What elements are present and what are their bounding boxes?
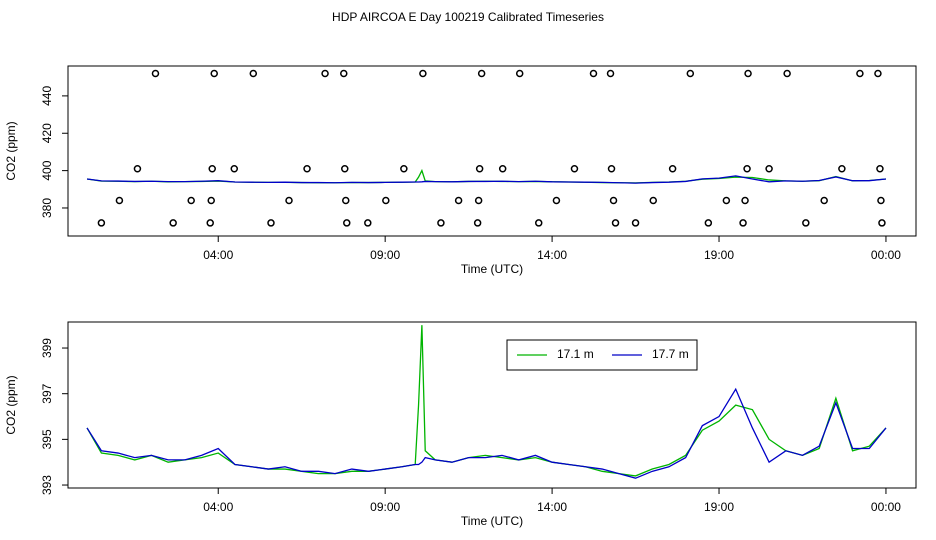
point	[207, 196, 215, 205]
x-tick-label: 00:00	[871, 500, 901, 514]
point	[609, 196, 618, 205]
point	[115, 196, 124, 205]
legend-label: 17.1 m	[557, 347, 594, 361]
y-tick-label: 395	[40, 429, 54, 449]
point	[321, 69, 329, 78]
point	[97, 219, 106, 227]
x-tick-label: 19:00	[704, 248, 734, 262]
point	[285, 196, 293, 205]
legend-label: 17.7 m	[652, 347, 689, 361]
x-tick-label: 14:00	[537, 500, 567, 514]
x-tick-label: 00:00	[871, 248, 901, 262]
point	[515, 69, 524, 78]
y-axis-label: CO2 (ppm)	[4, 121, 18, 180]
point	[744, 69, 752, 78]
y-tick-label: 440	[40, 86, 54, 106]
point	[856, 69, 864, 78]
point	[607, 164, 616, 173]
point	[267, 219, 275, 227]
point	[498, 164, 507, 173]
point	[474, 196, 483, 205]
x-tick-label: 09:00	[370, 248, 400, 262]
point	[802, 219, 810, 227]
y-tick-label: 420	[40, 123, 54, 143]
point	[611, 219, 620, 227]
point	[151, 69, 160, 78]
point	[606, 69, 615, 78]
y-tick-label: 397	[40, 383, 54, 403]
point	[473, 219, 482, 227]
point	[589, 69, 598, 78]
point	[206, 219, 214, 227]
point	[419, 69, 427, 78]
point	[169, 219, 177, 227]
data-line	[86, 387, 887, 479]
point	[876, 164, 884, 173]
point	[741, 196, 749, 205]
plot-frame	[67, 321, 917, 489]
point	[342, 196, 350, 205]
point	[133, 164, 142, 173]
point	[382, 196, 390, 205]
point	[303, 164, 311, 173]
x-axis-label: Time (UTC)	[461, 514, 523, 528]
plot-frame	[67, 65, 917, 237]
point	[722, 196, 731, 205]
point	[534, 219, 543, 227]
x-tick-label: 19:00	[704, 500, 734, 514]
point	[877, 196, 885, 205]
x-tick-label: 14:00	[537, 248, 567, 262]
point	[187, 196, 195, 205]
point	[230, 164, 239, 173]
point	[343, 219, 351, 227]
point	[570, 164, 579, 173]
point	[477, 69, 486, 78]
x-tick-label: 04:00	[203, 500, 233, 514]
point	[208, 164, 216, 173]
point	[783, 69, 791, 78]
point	[341, 164, 349, 173]
point	[364, 219, 372, 227]
point	[820, 196, 828, 205]
y-axis-label: CO2 (ppm)	[4, 375, 18, 434]
point	[475, 164, 484, 173]
point	[668, 164, 677, 173]
point	[649, 196, 658, 205]
chart-title: HDP AIRCOA E Day 100219 Calibrated Times…	[332, 10, 604, 24]
x-tick-label: 09:00	[370, 500, 400, 514]
point	[838, 164, 846, 173]
point	[340, 69, 348, 78]
point	[631, 219, 640, 227]
y-tick-label: 380	[40, 198, 54, 218]
point	[454, 196, 463, 205]
y-tick-label: 399	[40, 338, 54, 358]
point	[400, 164, 408, 173]
point	[743, 164, 751, 173]
x-axis-label: Time (UTC)	[461, 262, 523, 276]
point	[704, 219, 713, 227]
point	[765, 164, 773, 173]
point	[874, 69, 882, 78]
point	[686, 69, 695, 78]
x-tick-label: 04:00	[203, 248, 233, 262]
y-tick-label: 393	[40, 475, 54, 495]
point	[249, 69, 258, 78]
point	[437, 219, 445, 227]
y-tick-label: 400	[40, 160, 54, 180]
point	[878, 219, 886, 227]
point	[210, 69, 218, 78]
point	[739, 219, 747, 227]
data-line	[86, 175, 887, 184]
point	[552, 196, 561, 205]
